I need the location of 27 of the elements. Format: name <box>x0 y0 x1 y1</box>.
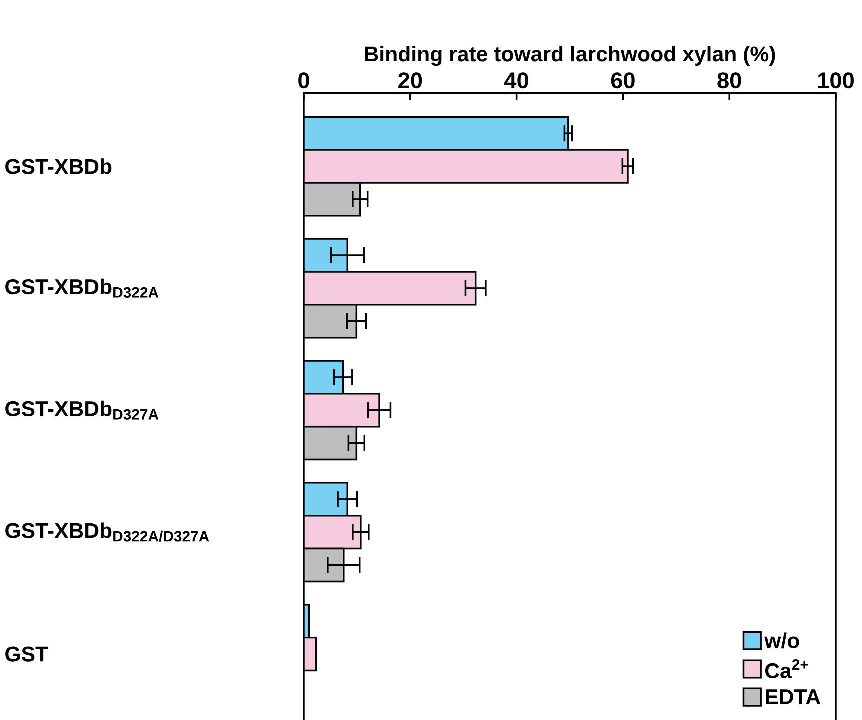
x-tick-label: 100 <box>818 72 854 89</box>
legend-label: EDTA <box>766 690 821 704</box>
y-tick-label: $\text{GST-XBDb}_{\text{D327A}}$ <box>6 400 159 420</box>
bar <box>304 514 362 550</box>
y-tick-label: $\text{GST}$ <box>6 646 48 662</box>
bar <box>304 271 477 306</box>
bar <box>304 304 358 339</box>
legend-label: w/o <box>764 632 800 649</box>
x-axis-title: Binding rate toward larchwood xylan (%) <box>365 46 776 66</box>
bar <box>304 393 380 428</box>
x-tick-label: 0 <box>298 72 310 89</box>
bar <box>304 238 348 273</box>
x-tick-label: 20 <box>398 72 422 89</box>
x-tick-label: 80 <box>718 72 742 89</box>
bar <box>304 182 362 217</box>
bar <box>304 360 344 395</box>
bar <box>304 116 570 151</box>
y-tick-label: $\text{GST-XBDb}_{\text{D322A/D327A}}$ <box>6 522 210 542</box>
y-tick-label: $\text{GST-XBDb}$ <box>6 158 112 174</box>
bar <box>304 149 629 184</box>
x-tick-label: 40 <box>504 72 528 89</box>
bar <box>304 426 358 461</box>
bar <box>304 548 345 583</box>
y-tick-label: $\text{GST-XBDb}_{\text{D322A}}$ <box>6 278 159 298</box>
x-tick-label: 60 <box>611 72 635 89</box>
bar <box>304 482 348 517</box>
legend-label: Ca$^{2+}$ <box>765 660 808 679</box>
